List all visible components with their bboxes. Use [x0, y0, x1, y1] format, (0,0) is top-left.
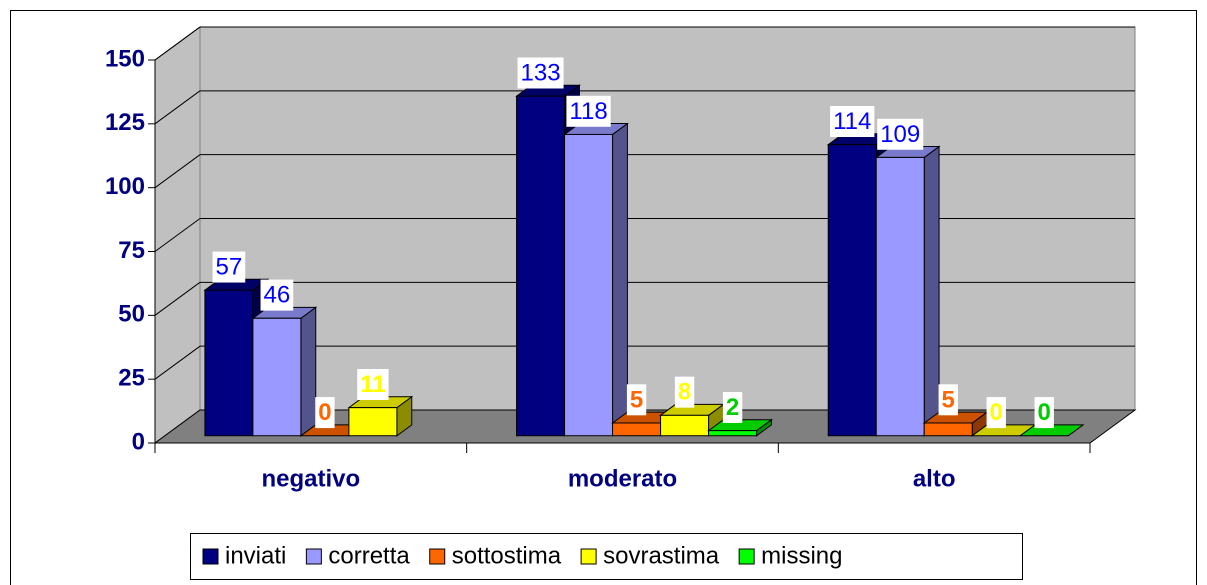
bar — [516, 95, 566, 437]
bar-3d — [251, 306, 318, 437]
data-label: 8 — [674, 376, 695, 408]
x-tick-label: moderato — [568, 465, 677, 492]
legend-swatch — [305, 548, 322, 565]
legend-label: inviati — [225, 542, 286, 569]
grid-line — [154, 26, 201, 61]
data-label: 2 — [722, 391, 743, 423]
bar — [564, 133, 614, 437]
grid-line — [154, 281, 201, 316]
data-label: 0 — [986, 397, 1006, 429]
data-label-bg — [212, 251, 246, 283]
data-label-text: 114 — [833, 108, 871, 135]
bar — [252, 317, 302, 437]
data-label-bg — [674, 376, 695, 408]
data-label-text: 0 — [318, 399, 331, 426]
data-label-text: 8 — [678, 379, 691, 406]
legend-label: corretta — [328, 542, 410, 569]
y-tick-label: 50 — [118, 301, 145, 328]
data-label-bg — [722, 391, 743, 423]
bar-3d — [347, 395, 414, 437]
legend-swatch — [202, 548, 219, 565]
data-label-bg — [1034, 397, 1054, 429]
legend-label: sottostima — [452, 542, 562, 569]
data-label: 11 — [357, 368, 389, 400]
y-tick-label: 125 — [105, 109, 145, 136]
data-label: 0 — [315, 397, 335, 429]
bar — [875, 156, 925, 437]
x-tick-label: negativo — [261, 465, 360, 492]
data-label-text: 5 — [942, 386, 955, 413]
data-label: 118 — [566, 95, 611, 127]
data-label-text: 5 — [630, 386, 643, 413]
data-label: 0 — [1034, 397, 1054, 429]
bar — [348, 407, 398, 437]
bar-side — [612, 122, 628, 437]
data-label: 46 — [260, 279, 294, 311]
bar — [612, 422, 662, 437]
legend-swatch — [580, 548, 597, 565]
bar-side — [300, 306, 317, 437]
grid-line — [154, 154, 201, 189]
grid-line — [154, 218, 201, 252]
data-label-bg — [830, 106, 875, 138]
grid-line — [154, 345, 201, 380]
y-tick-label: 0 — [132, 428, 145, 455]
y-tick-label: 100 — [105, 173, 145, 200]
data-label-bg — [357, 368, 389, 400]
data-label: 114 — [830, 106, 875, 138]
data-label: 5 — [626, 384, 647, 416]
data-label-text: 118 — [569, 98, 607, 125]
data-label-text: 46 — [264, 282, 291, 309]
y-tick-label: 150 — [105, 45, 145, 72]
legend-swatch — [429, 548, 446, 565]
bar-side — [923, 145, 940, 437]
data-label: 57 — [212, 251, 246, 283]
data-label: 133 — [517, 57, 564, 89]
data-label-bg — [877, 118, 924, 150]
data-label-text: 0 — [1038, 399, 1051, 426]
bar-3d — [707, 418, 773, 437]
bar — [708, 430, 758, 437]
data-label-bg — [315, 397, 335, 429]
y-tick-label: 25 — [118, 365, 145, 392]
y-tick-label: 75 — [118, 237, 145, 264]
bar-3d — [563, 122, 629, 437]
bar — [923, 422, 973, 437]
bar — [660, 414, 710, 437]
legend-label: missing — [761, 542, 842, 569]
data-label-bg — [626, 384, 647, 416]
grid-line — [154, 90, 201, 125]
bar — [827, 144, 877, 437]
data-label-text: 109 — [880, 121, 920, 148]
data-label-text: 0 — [990, 399, 1003, 426]
data-label-bg — [517, 57, 564, 89]
data-label-text: 57 — [216, 254, 243, 281]
data-label-bg — [566, 95, 611, 127]
data-label-text: 2 — [726, 394, 739, 421]
legend-box — [190, 533, 1023, 580]
data-label: 109 — [877, 118, 924, 150]
data-label-bg — [986, 397, 1006, 429]
data-label-text: 11 — [360, 371, 385, 398]
data-label-bg — [260, 279, 294, 311]
data-label: 5 — [938, 384, 958, 416]
x-tick-label: alto — [913, 465, 956, 492]
data-label-bg — [938, 384, 958, 416]
bar-3d — [874, 145, 941, 437]
data-label-text: 133 — [521, 59, 561, 86]
legend-swatch — [738, 548, 755, 565]
bar — [204, 289, 254, 437]
legend-label: sovrastima — [603, 542, 720, 569]
